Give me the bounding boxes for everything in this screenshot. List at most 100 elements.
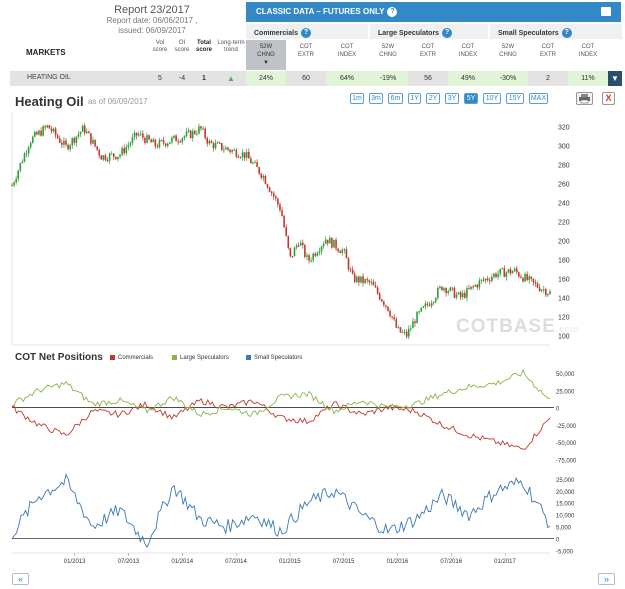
candle-body: [144, 137, 146, 143]
help-icon[interactable]: ?: [442, 28, 453, 38]
help-icon[interactable]: ?: [561, 28, 572, 38]
vol-score: 5: [158, 75, 162, 82]
print-chart-button[interactable]: [576, 92, 593, 105]
candle-body: [443, 288, 445, 291]
candle-body: [534, 282, 537, 284]
dropdown-icon[interactable]: ▼: [608, 71, 622, 86]
sort-comm-52w[interactable]: 52W CHNG ▼: [246, 40, 286, 70]
report-issued: issued: 06/09/2017: [118, 26, 186, 35]
candle-body: [189, 130, 192, 139]
candle-body: [495, 273, 497, 277]
candle-body: [202, 128, 204, 130]
sort-small-index[interactable]: COT INDEX: [578, 44, 598, 58]
candle-body: [405, 331, 408, 337]
candle-body: [115, 156, 117, 160]
candle-body: [183, 136, 186, 139]
total-score-header: Total score: [195, 40, 212, 53]
next-button[interactable]: »: [598, 573, 615, 585]
candle-body: [333, 239, 335, 248]
series-commercials: [11, 397, 551, 450]
range-1m[interactable]: 1m: [350, 93, 364, 104]
candle-body: [412, 321, 414, 329]
candle-body: [464, 293, 466, 298]
price-tick-label: 120: [558, 314, 570, 321]
sort-large-extr[interactable]: COT EXTR: [419, 44, 436, 58]
large-index-value: 49%: [448, 71, 488, 86]
candle-body: [31, 136, 34, 143]
price-tick-label: 180: [558, 257, 570, 264]
small-index-value: 11%: [568, 71, 608, 86]
candle-body: [518, 272, 520, 277]
candle-body: [366, 279, 369, 281]
sort-large-index[interactable]: COT INDEX: [458, 44, 478, 58]
candle-body: [225, 147, 227, 150]
sort-large-52w[interactable]: 52W CHNG: [379, 44, 397, 58]
close-button[interactable]: X: [602, 92, 615, 105]
candle-body: [505, 272, 508, 277]
candle-body: [154, 139, 157, 147]
print-icon[interactable]: [601, 7, 611, 16]
candle-body: [368, 280, 371, 283]
range-2y[interactable]: 2Y: [426, 93, 440, 104]
candle-body: [449, 287, 452, 292]
candle-body: [356, 276, 358, 283]
candle-body: [416, 311, 418, 324]
range-15y[interactable]: 15Y: [506, 93, 524, 104]
candle-body: [497, 273, 499, 277]
candle-body: [27, 147, 30, 154]
market-name: HEATING OIL: [27, 74, 71, 81]
range-3m[interactable]: 3m: [369, 93, 383, 104]
legend-commercials: Commercials: [110, 355, 153, 361]
prev-button[interactable]: «: [12, 573, 29, 585]
candle-body: [44, 126, 47, 128]
range-max[interactable]: MAX: [529, 93, 548, 104]
candle-body: [121, 148, 123, 155]
candle-body: [245, 151, 248, 158]
candle-body: [453, 287, 456, 298]
help-icon[interactable]: ?: [300, 28, 311, 38]
candle-body: [239, 157, 242, 159]
candle-body: [148, 135, 150, 140]
sort-small-52w[interactable]: 52W CHNG: [499, 44, 517, 58]
candle-body: [54, 128, 57, 136]
candle-body: [511, 271, 514, 274]
candle-body: [254, 162, 256, 164]
price-tick-label: 140: [558, 295, 570, 302]
price-tick-label: 320: [558, 124, 570, 131]
candle-body: [283, 216, 285, 228]
candle-body: [160, 140, 163, 142]
candle-body: [277, 198, 279, 205]
legend-small-speculators: Small Speculators: [246, 355, 302, 361]
small-tick-label: 20,000: [556, 490, 575, 496]
sort-small-extr[interactable]: COT EXTR: [539, 44, 556, 58]
range-6m[interactable]: 6m: [388, 93, 403, 104]
sort-comm-extr[interactable]: COT EXTR: [297, 44, 314, 58]
range-5y[interactable]: 5Y: [464, 93, 478, 104]
candle-body: [235, 149, 238, 157]
sort-comm-index[interactable]: COT INDEX: [337, 44, 357, 58]
candle-body: [293, 247, 296, 257]
candle-body: [329, 237, 331, 244]
range-1y[interactable]: 1Y: [408, 93, 421, 104]
candle-body: [38, 130, 40, 135]
x-tick-label: 01/2017: [494, 559, 516, 565]
comm-52w-value: 24%: [246, 71, 286, 86]
range-10y[interactable]: 10Y: [483, 93, 501, 104]
candle-body: [281, 210, 283, 217]
candle-body: [177, 141, 179, 143]
candle-body: [428, 304, 431, 306]
candle-body: [210, 141, 213, 144]
candle-body: [376, 287, 379, 294]
range-3y[interactable]: 3Y: [445, 93, 459, 104]
candle-body: [318, 251, 321, 254]
candle-body: [67, 144, 69, 150]
classic-data-title: CLASSIC DATA – FUTURES ONLY: [256, 7, 385, 17]
candle-body: [480, 279, 483, 281]
candle-body: [445, 288, 447, 294]
candle-body: [117, 156, 119, 160]
candle-body: [393, 317, 396, 320]
candle-body: [291, 256, 294, 258]
help-icon[interactable]: ?: [387, 7, 398, 17]
group-large-speculators: Large Speculators?: [370, 24, 488, 39]
